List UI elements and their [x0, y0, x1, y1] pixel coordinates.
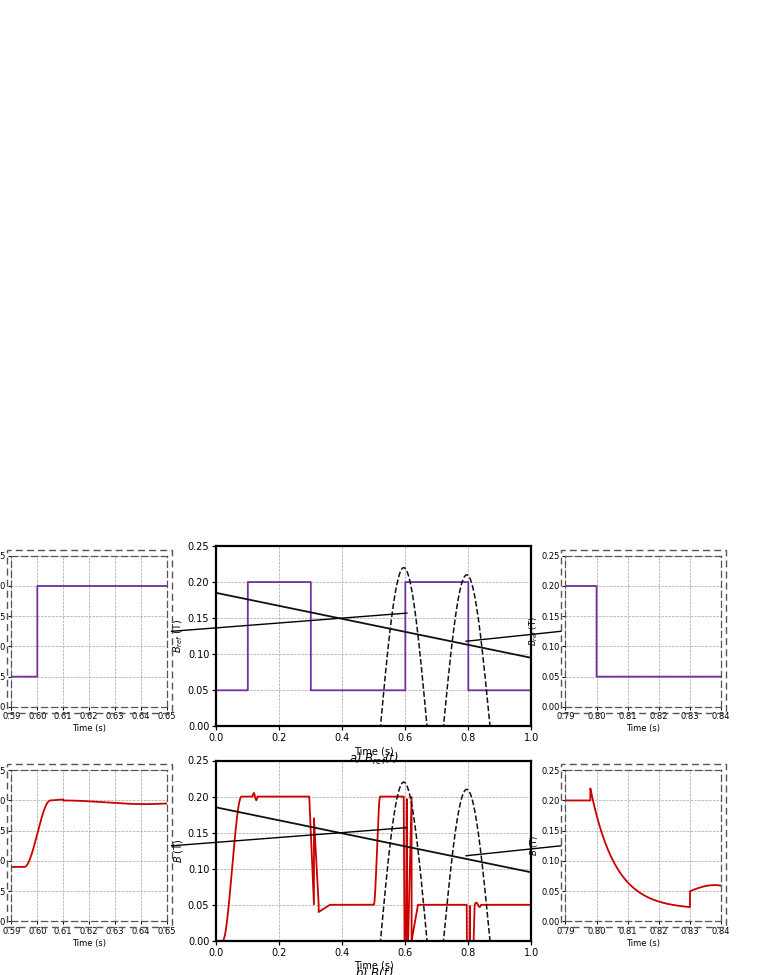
Text: a) $B_{ref}$(t): a) $B_{ref}$(t)	[349, 751, 398, 767]
Y-axis label: $B$ (T): $B$ (T)	[172, 838, 185, 863]
Y-axis label: $B$ (T): $B$ (T)	[528, 836, 540, 856]
Y-axis label: $B_{ref}$ (T): $B_{ref}$ (T)	[172, 619, 185, 653]
Y-axis label: $B_{ref}$ (T): $B_{ref}$ (T)	[528, 616, 540, 646]
X-axis label: Time (s): Time (s)	[354, 960, 394, 970]
X-axis label: Time (s): Time (s)	[72, 939, 106, 948]
X-axis label: Time (s): Time (s)	[626, 939, 660, 948]
X-axis label: Time (s): Time (s)	[626, 724, 660, 733]
X-axis label: Time (s): Time (s)	[72, 724, 106, 733]
X-axis label: Time (s): Time (s)	[354, 746, 394, 756]
Text: b) $B$(t): b) $B$(t)	[354, 965, 393, 975]
